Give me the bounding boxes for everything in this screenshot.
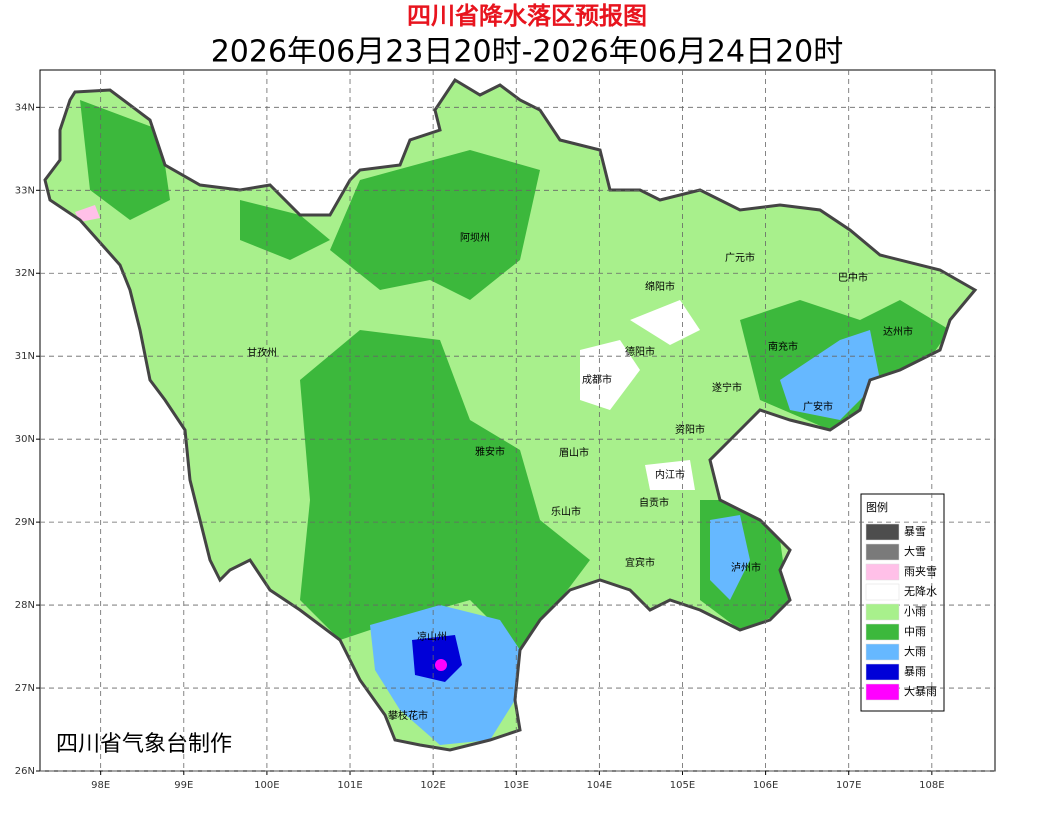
city-label: 南充市 [768,340,798,353]
legend-swatch [865,643,900,661]
y-tick-label: 27N [15,683,35,694]
y-tick-label: 30N [15,434,35,445]
x-tick-label: 102E [420,780,445,791]
legend-swatch [865,583,900,601]
city-label: 广安市 [803,400,833,413]
x-tick-label: 99E [174,780,193,791]
city-label: 雅安市 [475,445,505,458]
legend-label: 暴雪 [904,525,926,538]
city-label: 内江市 [655,468,685,481]
city-label: 德阳市 [625,345,655,358]
legend-swatch [865,523,900,541]
legend-label: 大暴雨 [904,684,937,698]
legend-label: 中雨 [904,625,926,638]
x-tick-label: 106E [753,780,778,791]
legend-swatch [865,683,900,701]
credit: 四川省气象台制作 [56,732,232,757]
city-label: 遂宁市 [712,381,742,394]
city-label: 广元市 [725,251,755,264]
x-tick-label: 105E [670,780,695,791]
legend-title: 图例 [866,500,888,514]
legend-swatch [865,543,900,561]
y-tick-label: 33N [15,185,35,196]
city-label: 绵阳市 [645,280,675,293]
x-tick-label: 107E [836,780,861,791]
y-tick-label: 29N [15,517,35,528]
legend-swatch [865,663,900,681]
city-label: 乐山市 [551,505,581,518]
city-label: 凉山州 [417,630,447,643]
legend-label: 暴雨 [904,665,926,678]
legend-swatch [865,563,900,581]
legend-swatch [865,603,900,621]
city-label: 成都市 [582,373,612,386]
city-label: 宜宾市 [625,556,655,569]
legend-label: 无降水 [904,584,937,598]
x-tick-label: 104E [587,780,612,791]
legend-label: 小雨 [904,605,926,618]
x-tick-label: 98E [91,780,110,791]
title: 四川省降水落区预报图 [407,2,647,30]
legend-swatch [865,623,900,641]
y-tick-label: 28N [15,600,35,611]
y-tick-label: 26N [15,766,35,777]
city-label: 眉山市 [559,446,589,459]
legend-label: 大雨 [904,644,926,658]
x-tick-label: 101E [337,780,362,791]
x-tick-label: 108E [919,780,944,791]
x-tick-label: 103E [504,780,529,791]
legend-label: 大雪 [904,544,926,558]
legend-label: 雨夹雪 [904,565,937,578]
city-label: 巴中市 [838,271,868,284]
subtitle: 2026年06月23日20时-2026年06月24日20时 [211,35,844,70]
y-tick-label: 31N [15,351,35,362]
city-label: 甘孜州 [247,346,277,359]
city-label: 自贡市 [639,496,669,509]
city-label: 泸州市 [731,561,761,574]
x-tick-label: 100E [254,780,279,791]
city-label: 资阳市 [675,423,705,436]
y-tick-label: 34N [15,102,35,113]
city-label: 攀枝花市 [388,709,428,722]
city-label: 达州市 [883,325,913,338]
city-label: 阿坝州 [460,232,490,244]
y-tick-label: 32N [15,268,35,279]
